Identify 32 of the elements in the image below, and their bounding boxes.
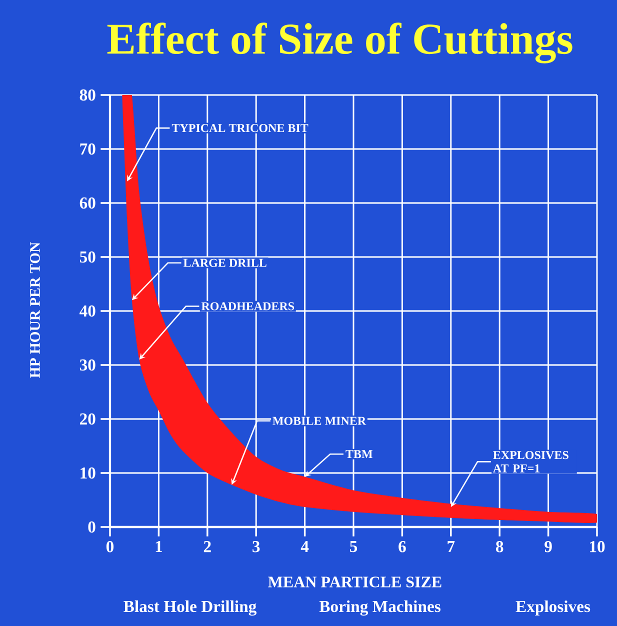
chart-title: Effect of Size of Cuttings [107, 22, 572, 64]
x-tick-label: 3 [252, 541, 260, 552]
y-tick-label: 40 [80, 305, 96, 317]
y-tick-label: 70 [80, 143, 96, 155]
text: Blast Hole Drilling [124, 600, 257, 616]
y-tick-label: 20 [80, 413, 96, 425]
y-tick-label: 50 [80, 251, 96, 263]
x-tick-label: 7 [448, 541, 455, 552]
x-tick-label: 8 [496, 541, 504, 552]
x-tick-label: 5 [350, 541, 358, 552]
x-tick-label: 0 [106, 541, 114, 552]
y-tick-label: 30 [80, 359, 96, 371]
annotation: TBM [346, 450, 372, 458]
y-tick-label: 80 [80, 89, 96, 101]
x-tick-label: 9 [544, 541, 552, 552]
y-tick-label: 60 [80, 197, 96, 209]
x-axis-title: MEAN PARTICLE SIZE [268, 576, 442, 588]
annotation: EXPLOSIVES AT PF=1 [493, 451, 568, 472]
annotation: TYPICAL TRICONE BIT [172, 124, 308, 132]
annotation: ROADHEADERS [201, 302, 294, 310]
x-tick-label: 1 [156, 541, 162, 552]
x-tick-label: 4 [300, 541, 309, 552]
y-axis-title: HP HOUR PER TON [30, 242, 40, 378]
x-tick-label: 2 [204, 541, 211, 552]
y-tick-label: 0 [88, 521, 96, 533]
x-tick-label: 10 [590, 541, 605, 552]
annotation: LARGE DRILL [183, 258, 266, 267]
text: Explosives [516, 600, 590, 616]
text: Boring Machines [319, 600, 440, 616]
x-tick-label: 6 [398, 541, 406, 552]
annotation: MOBILE MINER [272, 416, 366, 425]
y-tick-label: 10 [80, 467, 96, 479]
